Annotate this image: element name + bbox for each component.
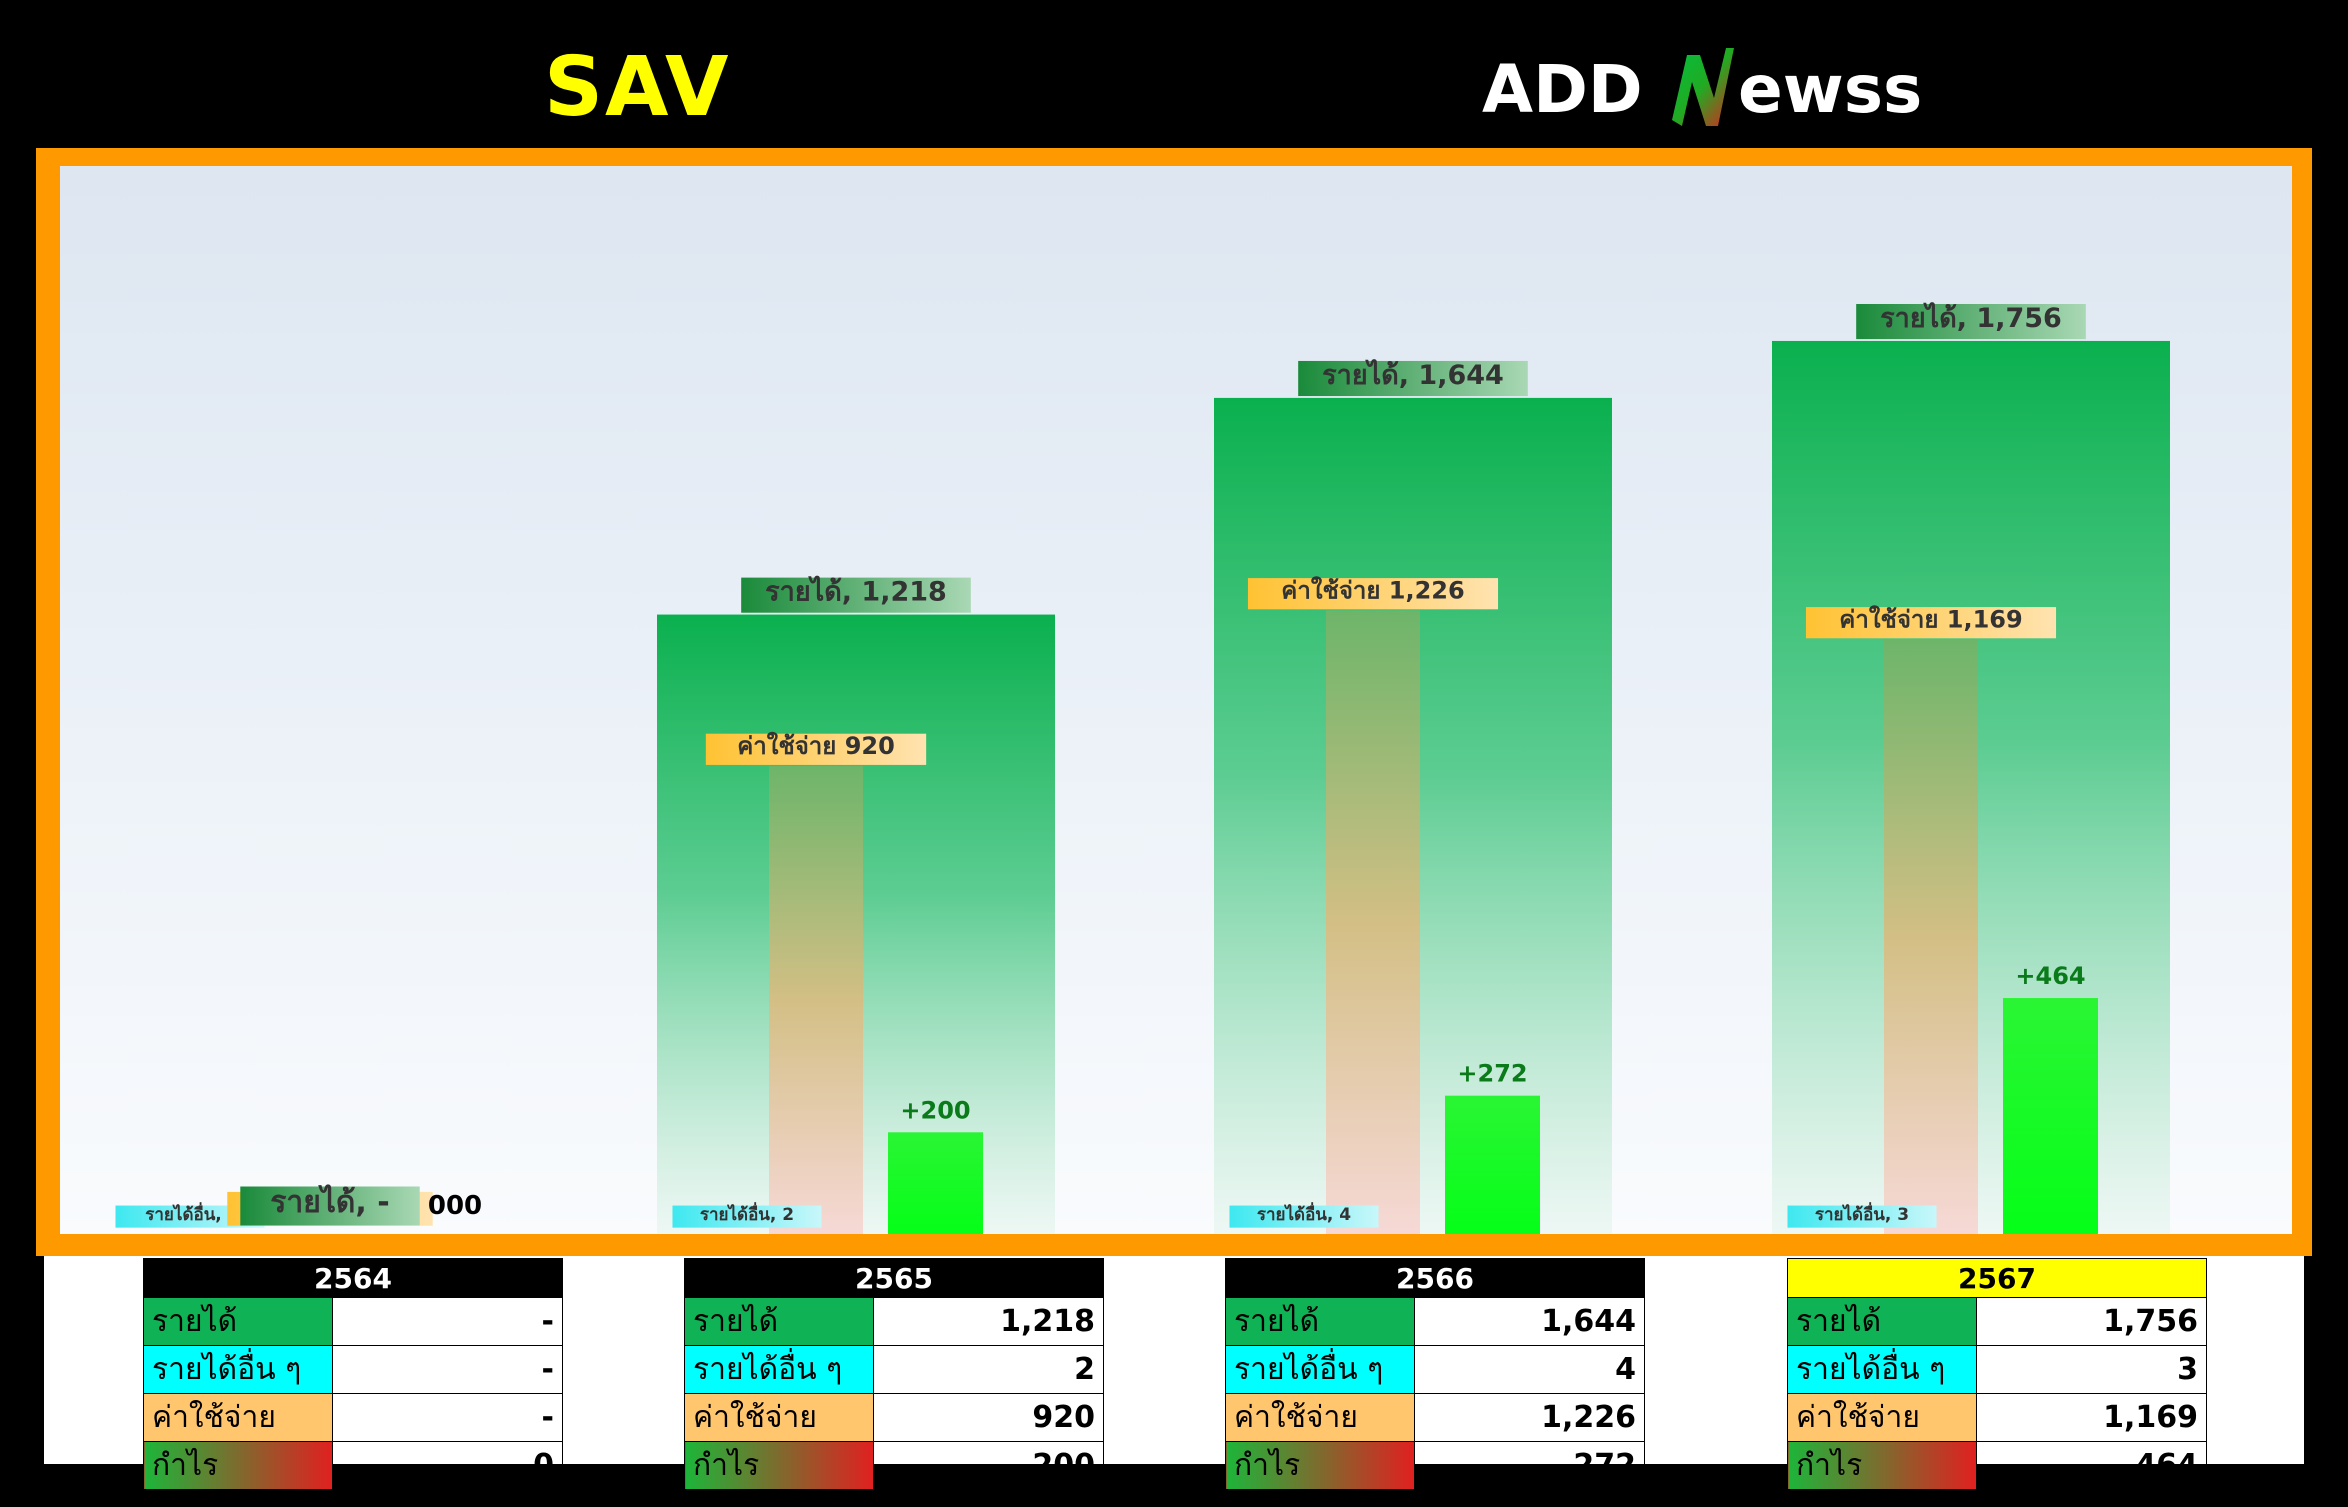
revenue-value: - <box>332 1297 563 1346</box>
expense-label-2565-bg <box>705 733 927 765</box>
year-table-2564: 2564 รายได้ - รายได้อื่น ๆ- ค่าใช้จ่าย - ก… <box>143 1258 563 1490</box>
expense-bar-2566 <box>1326 610 1420 1234</box>
year-header: 2564 <box>143 1258 563 1298</box>
other-income-label: รายได้อื่น ๆ <box>684 1345 874 1394</box>
other-income-value: - <box>332 1345 563 1394</box>
revenue-value: 1,756 <box>1976 1297 2207 1346</box>
other-income-label-2566: รายได้อื่น, 4 <box>1257 1202 1351 1225</box>
expense-label-2565: ค่าใช้จ่าย 920 <box>737 731 895 760</box>
other-income-label: รายได้อื่น ๆ <box>1787 1345 1977 1394</box>
chart-frame: รายได้อื่น, -ค่าใช้จ่าย -รายได้, -000ราย… <box>36 148 2312 1256</box>
revenue-label: รายได้ <box>143 1297 333 1346</box>
svg-text:ewss: ewss <box>1738 51 1922 128</box>
profit-value: 0 <box>332 1441 563 1490</box>
profit-label-2565: +200 <box>900 1096 970 1124</box>
other-income-label: รายได้อื่น ๆ <box>1225 1345 1415 1394</box>
other-income-label-2567: รายได้อื่น, 3 <box>1815 1202 1909 1225</box>
expense-label-2567-bg <box>1805 607 2057 639</box>
other-income-label-2565-bg <box>672 1205 822 1228</box>
expense-label: ค่าใช้จ่าย <box>1787 1393 1977 1442</box>
expense-bar-2565 <box>769 766 863 1234</box>
expense-value: 1,226 <box>1414 1393 1645 1442</box>
other-income-label-2565: รายได้อื่น, 2 <box>700 1202 794 1225</box>
revenue-label: รายได้ <box>684 1297 874 1346</box>
other-income-label-2564: รายได้อื่น, - <box>145 1202 235 1225</box>
svg-text:ADD: ADD <box>1482 51 1643 128</box>
revenue-label-2564: รายได้, - <box>270 1184 389 1220</box>
expense-value: 920 <box>873 1393 1104 1442</box>
revenue-label-2567-bg <box>1856 303 2086 340</box>
financial-bar-chart: รายได้อื่น, -ค่าใช้จ่าย -รายได้, -000ราย… <box>115 302 2170 1234</box>
revenue-label-2565-bg <box>741 577 971 613</box>
expense-value: 1,169 <box>1976 1393 2207 1442</box>
profit-label-2564: 000 <box>428 1191 482 1221</box>
revenue-label-2566: รายได้, 1,644 <box>1322 359 1504 391</box>
profit-label-2566: +272 <box>1457 1060 1527 1088</box>
revenue-label-2567: รายได้, 1,756 <box>1880 302 2062 334</box>
expense-label: ค่าใช้จ่าย <box>143 1393 333 1442</box>
revenue-value: 1,218 <box>873 1297 1104 1346</box>
other-income-value: 2 <box>873 1345 1104 1394</box>
expense-value: - <box>332 1393 563 1442</box>
other-income-label-2567-bg <box>1787 1205 1937 1228</box>
revenue-label: รายได้ <box>1225 1297 1415 1346</box>
revenue-label-2566-bg <box>1298 360 1528 397</box>
other-income-label-2564-bg <box>115 1205 265 1228</box>
other-income-value: 3 <box>1976 1345 2207 1394</box>
page-title: SAV <box>544 40 731 135</box>
profit-bar-2567 <box>2003 998 2098 1234</box>
other-income-label-2566-bg <box>1229 1205 1379 1228</box>
expense-bar-2567 <box>1884 639 1978 1234</box>
expense-label-2566: ค่าใช้จ่าย 1,226 <box>1281 575 1464 604</box>
chart-plot-area: รายได้อื่น, -ค่าใช้จ่าย -รายได้, -000ราย… <box>60 166 2292 1234</box>
profit-label: กำไร <box>684 1441 874 1490</box>
profit-value: 272 <box>1414 1441 1645 1490</box>
profit-label-2567: +464 <box>2015 962 2085 990</box>
other-income-label: รายได้อื่น ๆ <box>143 1345 333 1394</box>
profit-bar-2565 <box>888 1132 983 1234</box>
other-income-value: 4 <box>1414 1345 1645 1394</box>
profit-label: กำไร <box>1225 1441 1415 1490</box>
year-header: 2566 <box>1225 1258 1645 1298</box>
yearly-tables: 2564 รายได้ - รายได้อื่น ๆ- ค่าใช้จ่าย - ก… <box>44 1256 2304 1490</box>
revenue-label-2564-bg <box>240 1186 420 1226</box>
profit-value: 464 <box>1976 1441 2207 1490</box>
expense-label: ค่าใช้จ่าย <box>1225 1393 1415 1442</box>
profit-label: กำไร <box>1787 1441 1977 1490</box>
addnewss-logo: ADD ewss <box>1482 48 1922 128</box>
year-header: 2565 <box>684 1258 1104 1298</box>
expense-label-2566-bg <box>1247 578 1499 610</box>
profit-bar-2566 <box>1445 1095 1540 1234</box>
expense-label: ค่าใช้จ่าย <box>684 1393 874 1442</box>
profit-label: กำไร <box>143 1441 333 1490</box>
revenue-value: 1,644 <box>1414 1297 1645 1346</box>
expense-label-2567: ค่าใช้จ่าย 1,169 <box>1839 604 2022 633</box>
profit-value: 200 <box>873 1441 1104 1490</box>
year-header: 2567 <box>1787 1258 2207 1298</box>
revenue-label: รายได้ <box>1787 1297 1977 1346</box>
revenue-label-2565: รายได้, 1,218 <box>765 576 947 608</box>
